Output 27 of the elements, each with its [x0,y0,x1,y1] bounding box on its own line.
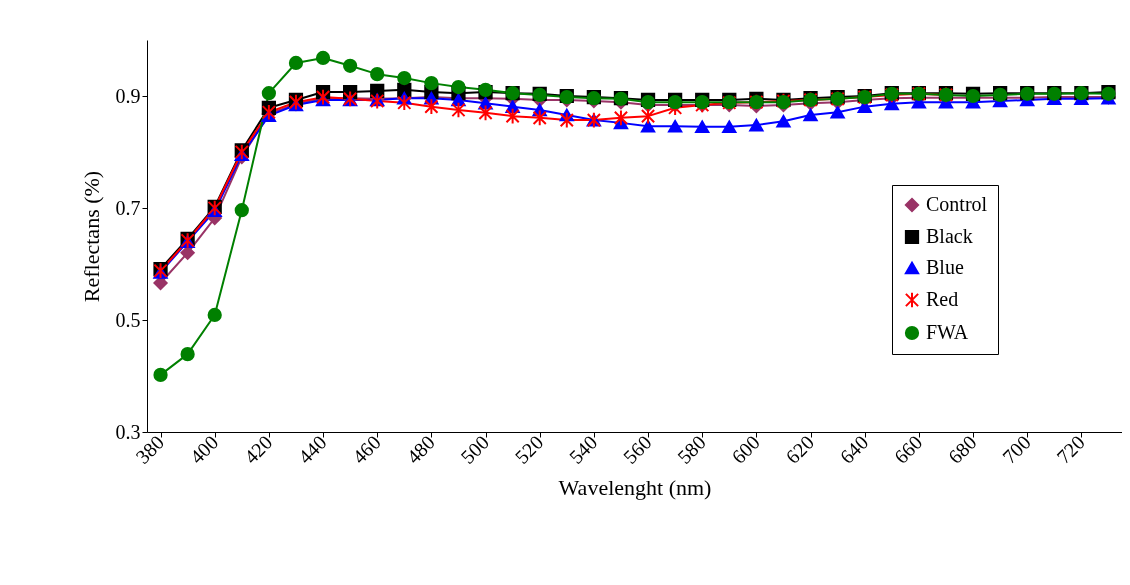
x-tick-label: 400 [185,431,223,468]
x-tick-label: 440 [293,431,331,468]
x-tick-label: 500 [456,431,494,468]
x-tick-label: 720 [1052,431,1089,468]
x-tick-label: 520 [510,431,548,468]
x-tick-label: 600 [727,431,764,468]
x-tick-label: 480 [402,431,439,468]
x-tick-label: 640 [835,431,873,468]
x-tick-label: 460 [348,431,385,468]
legend-label: Blue [926,256,964,278]
legend-label: Control [926,193,988,215]
legend-label: FWA [926,321,969,343]
legend-label: Red [926,288,959,310]
x-tick-label: 700 [998,431,1035,468]
x-tick-label: 660 [889,431,927,468]
x-tick-label: 580 [673,431,710,468]
y-axis-title: Reflectans (%) [78,170,104,303]
x-tick-label: 680 [943,431,981,468]
x-tick-label: 420 [239,431,277,468]
x-tick-label: 540 [564,431,602,468]
y-tick-label: 0.5 [115,308,141,331]
y-tick-label: 0.9 [115,84,141,107]
legend-label: Black [926,225,973,247]
x-axis-title: Wavelenght (nm) [558,474,712,500]
y-tick-label: 0.7 [115,196,141,219]
x-tick-label: 620 [781,431,819,468]
x-tick-label: 560 [618,431,656,468]
